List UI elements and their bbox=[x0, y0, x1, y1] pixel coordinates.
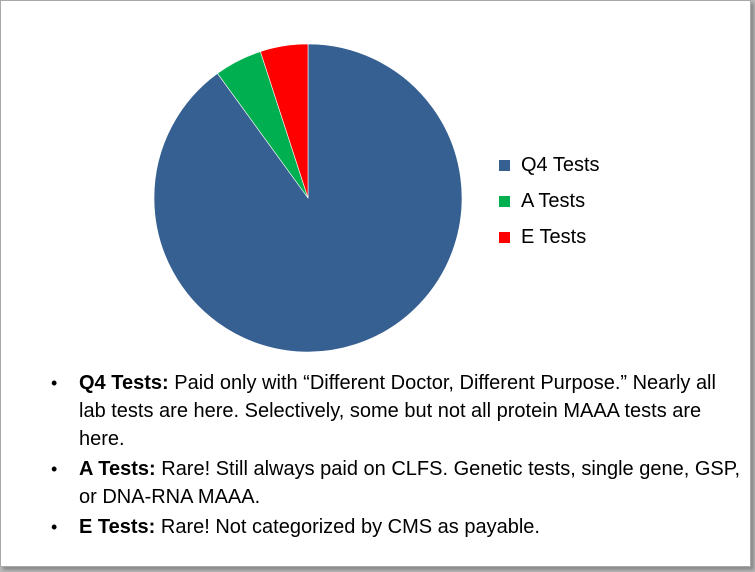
bullet-mark: • bbox=[51, 373, 58, 393]
legend-swatch-q4 bbox=[499, 159, 510, 171]
pie-chart bbox=[153, 43, 463, 353]
bullet-mark: • bbox=[51, 459, 58, 479]
legend-label-a: A Tests bbox=[521, 189, 586, 212]
bullet-q4: • Q4 Tests: Paid only with “Different Do… bbox=[51, 369, 741, 453]
legend-item-e: E Tests bbox=[499, 219, 600, 255]
legend-item-q4: Q4 Tests bbox=[499, 147, 600, 183]
bullet-text-e: Rare! Not categorized by CMS as payable. bbox=[155, 516, 540, 538]
legend-label-e: E Tests bbox=[521, 225, 587, 248]
chart-legend: Q4 Tests A Tests E Tests bbox=[499, 147, 600, 255]
bullet-text-a: Rare! Still always paid on CLFS. Genetic… bbox=[79, 458, 741, 508]
bullet-term-e: E Tests: bbox=[79, 516, 156, 538]
bullet-mark: • bbox=[51, 517, 58, 537]
legend-swatch-a bbox=[499, 195, 510, 207]
bullet-text-q4: Paid only with “Different Doctor, Differ… bbox=[79, 372, 716, 450]
bullet-list: • Q4 Tests: Paid only with “Different Do… bbox=[51, 369, 741, 543]
legend-item-a: A Tests bbox=[499, 183, 600, 219]
pie-slice-e-tests bbox=[260, 43, 309, 199]
bullet-e: • E Tests: Rare! Not categorized by CMS … bbox=[51, 513, 741, 541]
bullet-a: • A Tests: Rare! Still always paid on CL… bbox=[51, 455, 741, 511]
legend-label-q4: Q4 Tests bbox=[521, 153, 600, 176]
bullet-term-a: A Tests: bbox=[79, 458, 156, 480]
legend-swatch-e bbox=[499, 231, 510, 243]
bullet-term-q4: Q4 Tests: bbox=[79, 372, 169, 394]
